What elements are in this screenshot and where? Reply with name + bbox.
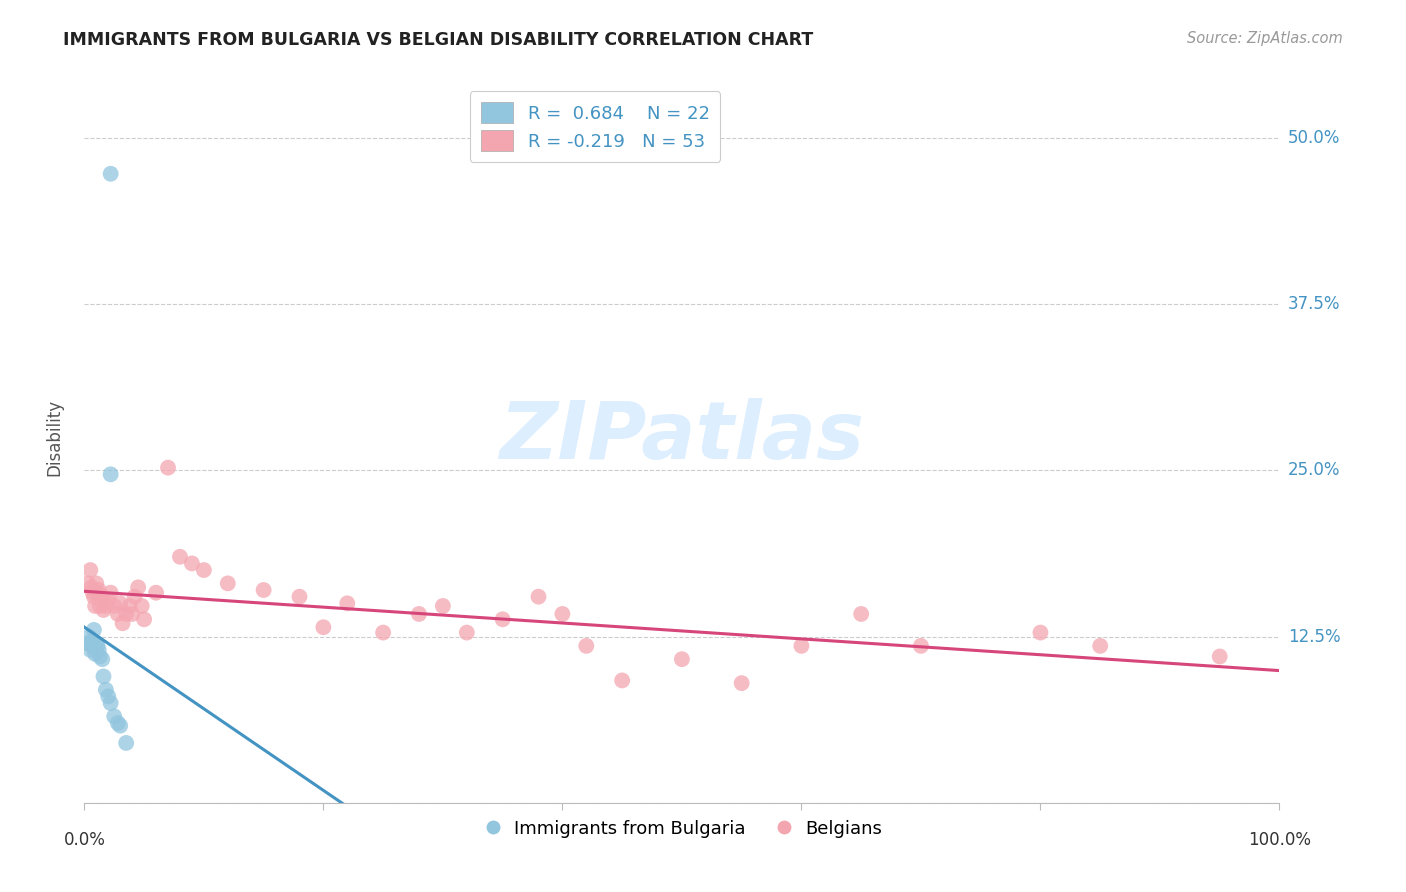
Point — [93, 603, 115, 617]
Point — [312, 620, 335, 634]
Point — [77, 630, 100, 644]
Point — [103, 709, 125, 723]
Point — [91, 652, 114, 666]
Point — [84, 647, 107, 661]
Point — [91, 590, 114, 604]
Point — [87, 582, 110, 597]
Point — [132, 612, 156, 626]
Point — [77, 636, 100, 650]
Point — [1090, 639, 1112, 653]
Point — [83, 623, 105, 637]
Point — [193, 563, 215, 577]
Point — [97, 690, 120, 704]
Point — [100, 585, 122, 599]
Point — [89, 599, 111, 613]
Point — [94, 599, 117, 613]
Legend: Immigrants from Bulgaria, Belgians: Immigrants from Bulgaria, Belgians — [474, 813, 890, 845]
Point — [87, 643, 110, 657]
Point — [118, 599, 141, 613]
Point — [575, 639, 598, 653]
Text: 50.0%: 50.0% — [1288, 128, 1340, 147]
Point — [86, 585, 108, 599]
Point — [80, 639, 103, 653]
Point — [86, 576, 108, 591]
Point — [111, 616, 134, 631]
Point — [77, 576, 100, 591]
Point — [97, 593, 120, 607]
Point — [336, 596, 359, 610]
Text: 0.0%: 0.0% — [63, 830, 105, 848]
Point — [124, 590, 146, 604]
Point — [82, 585, 104, 599]
Text: IMMIGRANTS FROM BULGARIA VS BELGIAN DISABILITY CORRELATION CHART: IMMIGRANTS FROM BULGARIA VS BELGIAN DISA… — [63, 31, 814, 49]
Point — [110, 719, 132, 733]
Point — [86, 636, 108, 650]
Point — [100, 167, 122, 181]
Point — [527, 590, 550, 604]
Text: 25.0%: 25.0% — [1288, 461, 1340, 479]
Point — [851, 607, 873, 621]
Text: 100.0%: 100.0% — [1249, 830, 1310, 848]
Point — [910, 639, 932, 653]
Point — [790, 639, 813, 653]
Text: ZIPatlas: ZIPatlas — [499, 398, 865, 476]
Point — [86, 639, 108, 653]
Point — [79, 643, 101, 657]
Point — [253, 582, 276, 597]
Point — [93, 669, 115, 683]
Point — [456, 625, 478, 640]
Point — [100, 467, 122, 482]
Point — [157, 460, 180, 475]
Point — [107, 716, 129, 731]
Point — [110, 596, 132, 610]
Point — [103, 599, 125, 613]
Point — [89, 649, 111, 664]
Point — [551, 607, 574, 621]
Point — [1029, 625, 1052, 640]
Point — [612, 673, 634, 688]
Point — [127, 580, 149, 594]
Text: 37.5%: 37.5% — [1288, 295, 1340, 313]
Text: Source: ZipAtlas.com: Source: ZipAtlas.com — [1187, 31, 1343, 46]
Text: 12.5%: 12.5% — [1288, 628, 1340, 646]
Point — [181, 557, 204, 571]
Point — [217, 576, 239, 591]
Point — [408, 607, 430, 621]
Point — [82, 633, 104, 648]
Point — [731, 676, 754, 690]
Point — [492, 612, 515, 626]
Point — [121, 607, 143, 621]
Point — [432, 599, 454, 613]
Point — [84, 599, 107, 613]
Point — [145, 585, 167, 599]
Point — [1209, 649, 1232, 664]
Point — [115, 736, 138, 750]
Point — [94, 682, 117, 697]
Point — [169, 549, 191, 564]
Point — [115, 607, 138, 621]
Point — [80, 580, 103, 594]
Y-axis label: Disability: Disability — [45, 399, 63, 475]
Point — [671, 652, 693, 666]
Point — [83, 590, 105, 604]
Point — [288, 590, 311, 604]
Point — [100, 696, 122, 710]
Point — [79, 563, 101, 577]
Point — [107, 607, 129, 621]
Point — [373, 625, 395, 640]
Point — [131, 599, 153, 613]
